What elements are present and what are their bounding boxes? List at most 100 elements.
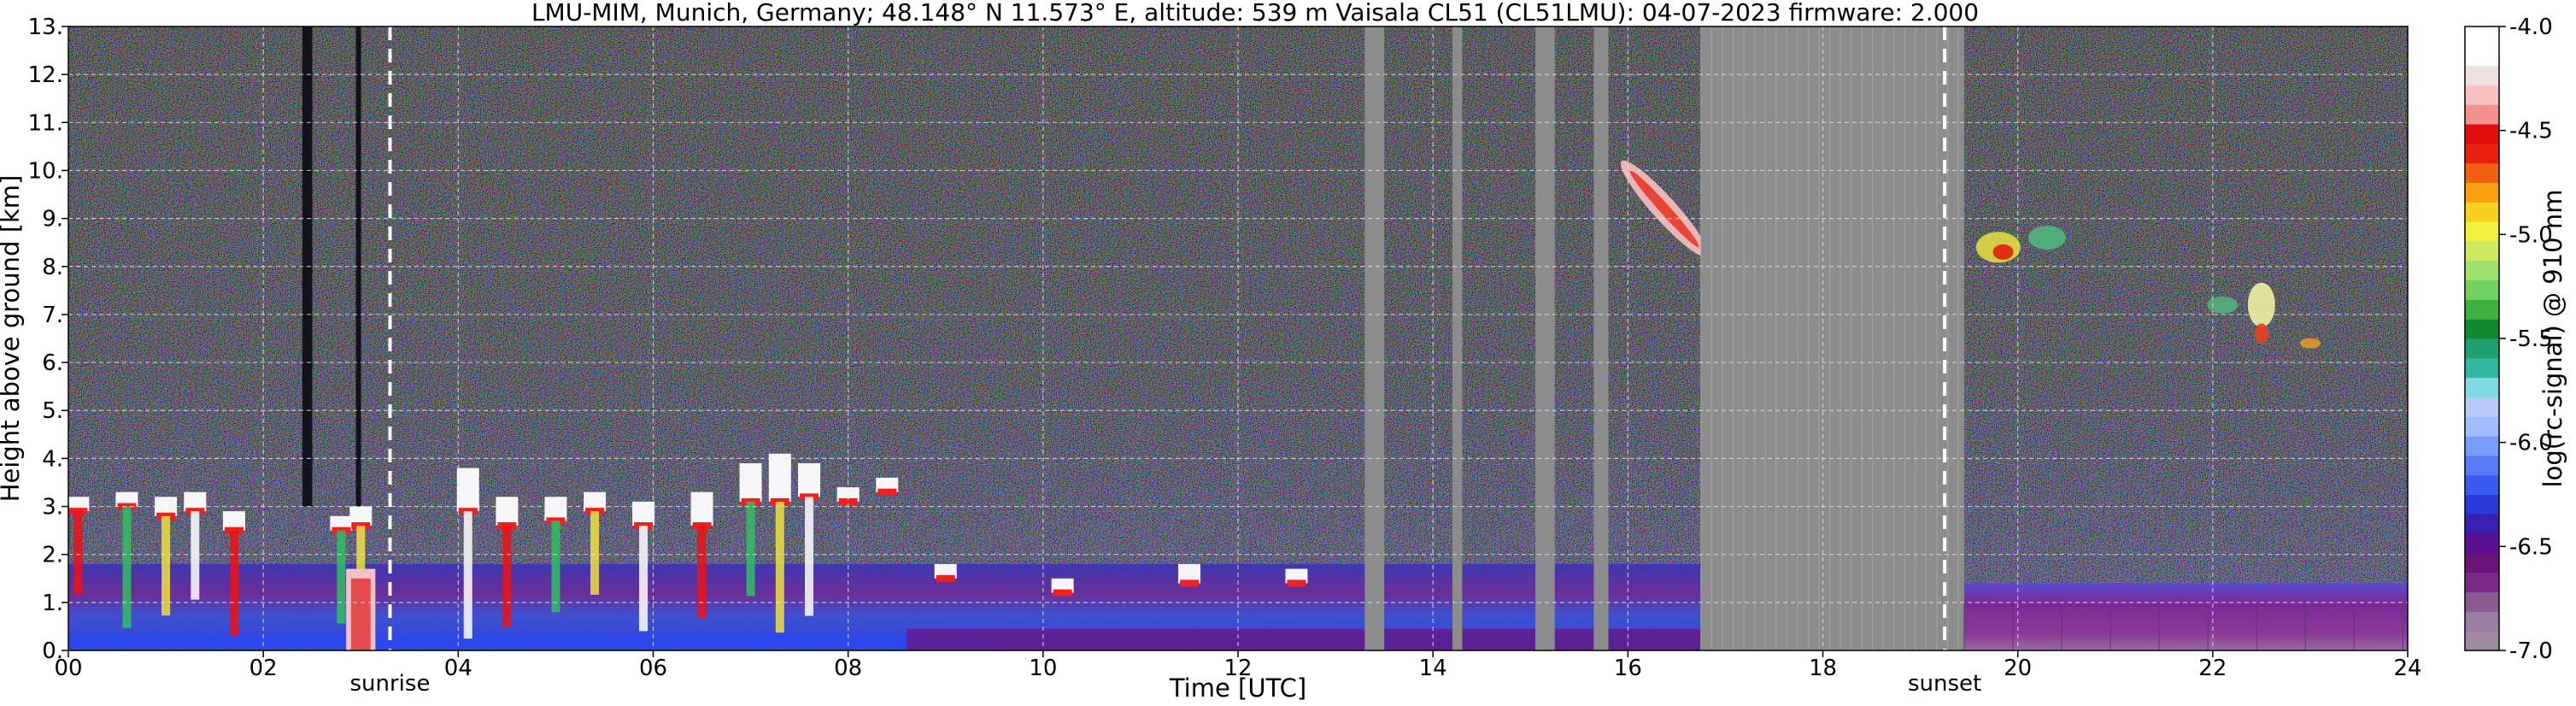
event-label-sunrise: sunrise [349,671,430,697]
colorbar-label: log(rc-signal) @ 910 nm [2538,190,2567,488]
colorbar-segment [2465,299,2499,320]
colorbar-segment [2465,45,2499,67]
colorbar-segment [2465,611,2499,632]
x-tick-label: 20 [2004,656,2032,681]
attenuation-stripe [302,26,308,507]
missing-data-band [1364,26,1385,650]
x-tick-label: 12 [1223,656,1252,681]
cloud-base [68,497,90,512]
y-tick-label: 7. [42,303,63,328]
colorbar-segment [2465,533,2499,554]
cloud-core [877,488,897,496]
colorbar-segment [2465,436,2499,456]
colorbar-segment [2465,240,2499,262]
event-labels-group: sunrise sunset [349,671,1981,697]
colorbar-segment [2465,162,2499,183]
colorbar-tick-label: -7.0 [2509,638,2553,664]
cirrus-blob [2207,296,2239,314]
missing-data-band [1593,26,1609,650]
colorbar-tick-label: -6.5 [2509,534,2553,560]
y-tick-label: 4. [42,446,63,472]
x-tick-label: 02 [249,656,278,681]
colorbar-segment [2465,474,2499,495]
precipitation-shaft [639,526,648,632]
colorbar-tick-label: -4.0 [2509,15,2553,40]
cloud-base [544,497,567,521]
colorbar-segment [2465,26,2499,47]
x-tick-label: 18 [1809,656,1837,681]
y-tick-label: 8. [42,255,63,280]
colorbar-segment [2465,202,2499,222]
cloud-base [1051,578,1074,593]
y-tick-label: 12. [28,62,63,88]
precipitation-shaft [697,526,707,619]
colorbar-segment [2465,338,2499,359]
precipitation-shaft [337,530,346,624]
missing-data-band [1700,26,1964,650]
cloud-base [934,563,957,579]
cloud-base [876,477,899,492]
precipitation-shaft [805,497,814,616]
colorbar-segment [2465,514,2499,534]
y-tick-label: 11. [28,110,63,136]
colorbar-segment [2465,591,2499,612]
cloud-base [739,463,762,502]
colorbar-segment [2465,221,2499,242]
precipitation-shaft [775,501,784,633]
cloud-base [330,515,353,531]
x-tick-label: 14 [1419,656,1447,681]
precipitation-shaft [191,511,200,600]
precipitation-shaft [229,530,238,637]
colorbar-segment [2465,631,2499,651]
y-axis-ticks: 0. 1. 2. 3. 4. 5. 6. 7. 8. 9. 10. 11. 12. 13. [28,15,68,664]
x-tick-label: 00 [54,656,82,681]
missing-data-band [1452,26,1463,650]
y-tick-label: 9. [42,207,63,232]
colorbar-segment [2465,572,2499,593]
event-label-sunset: sunset [1908,671,1981,697]
cloud-base [768,453,791,502]
cloud-base [632,501,655,526]
precipitation-shaft [73,511,83,595]
colorbar-segment [2465,182,2499,203]
y-tick-label: 6. [42,350,63,376]
cloud-core [838,497,858,505]
colorbar-segment [2465,494,2499,515]
missing-data-band [1534,26,1555,650]
low-cloud-core [350,578,371,650]
y-tick-label: 2. [42,543,63,568]
colorbar-segment [2465,416,2499,437]
event-lines-group [388,26,1947,650]
colorbar-tick-label: -4.5 [2509,119,2553,144]
x-tick-label: 10 [1029,656,1057,681]
cloud-base [1177,563,1200,584]
cirrus-blob [2247,282,2275,327]
y-tick-label: 3. [42,495,63,521]
precipitation-shaft [551,521,560,613]
colorbar-segment [2465,357,2499,379]
cirrus-blob [2254,323,2268,344]
y-tick-label: 0. [42,638,63,664]
colorbar-segment [2465,124,2499,144]
precipitation-shaft [356,526,366,609]
cloud-core [1053,589,1072,597]
colorbar-segment [2465,279,2499,300]
colorbar-tick-label: -5.0 [2509,222,2553,248]
cloud-base [115,491,138,507]
cloud-base [349,506,373,526]
cloud-base [155,497,178,516]
cloud-core [1179,580,1199,587]
cirrus-blob [1992,244,2014,260]
colorbar-segment [2465,85,2499,105]
y-tick-label: 13. [28,15,63,40]
precipitation-shaft [463,511,472,639]
cloud-base [836,487,860,502]
colorbar-segment [2465,552,2499,574]
attenuation-stripe [355,26,361,507]
cloud-base [496,497,519,526]
x-tick-label: 06 [639,656,667,681]
y-axis-label: Height above ground [km] [0,175,25,503]
colorbar-segment [2465,260,2499,281]
precipitation-shaft [161,515,171,616]
